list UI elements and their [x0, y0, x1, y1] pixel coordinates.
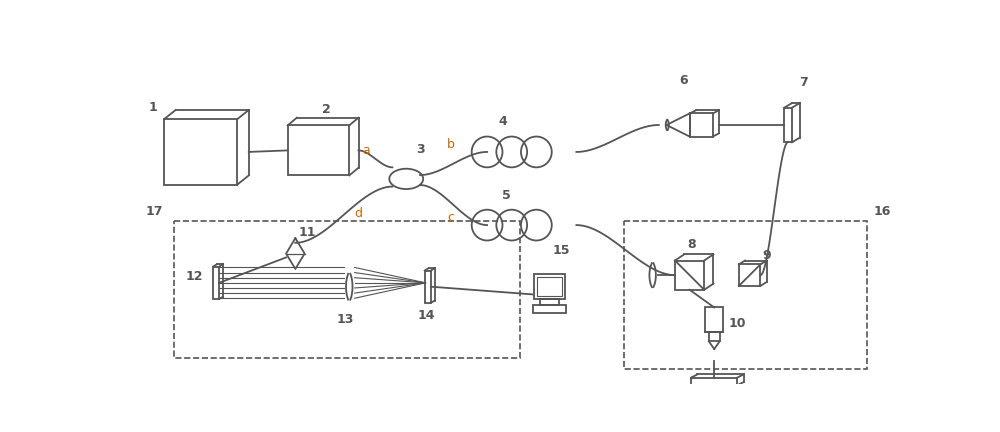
Bar [534, 274, 565, 299]
Bar [705, 308, 723, 332]
Bar [739, 264, 760, 286]
Text: 8: 8 [687, 238, 695, 251]
Bar [540, 299, 559, 305]
Text: 1: 1 [148, 101, 157, 114]
Text: 13: 13 [337, 312, 354, 326]
Text: 12: 12 [186, 270, 203, 283]
Text: 7: 7 [799, 76, 808, 89]
Text: 11: 11 [298, 226, 316, 238]
Bar [690, 114, 713, 137]
Bar [164, 119, 237, 184]
Bar [784, 108, 792, 142]
Text: 9: 9 [762, 249, 771, 262]
Bar [425, 270, 431, 303]
Text: 15: 15 [552, 244, 570, 257]
Text: 3: 3 [416, 143, 424, 156]
Text: b: b [447, 138, 455, 151]
Bar [213, 267, 219, 299]
Bar [691, 378, 737, 385]
Bar [709, 332, 720, 341]
Bar [288, 125, 349, 175]
Text: a: a [362, 144, 370, 157]
Text: 10: 10 [729, 317, 746, 330]
Text: 5: 5 [502, 189, 511, 202]
Text: 16: 16 [873, 206, 891, 219]
Text: 2: 2 [322, 104, 331, 117]
Text: 4: 4 [498, 114, 507, 127]
Text: 6: 6 [679, 74, 688, 87]
Text: 14: 14 [418, 309, 435, 322]
Bar [174, 221, 520, 358]
Text: c: c [447, 211, 454, 224]
Bar [537, 277, 562, 296]
Bar [624, 221, 867, 369]
Bar [675, 260, 704, 290]
Text: d: d [354, 207, 362, 220]
Text: 17: 17 [146, 206, 163, 219]
Bar [533, 305, 566, 313]
